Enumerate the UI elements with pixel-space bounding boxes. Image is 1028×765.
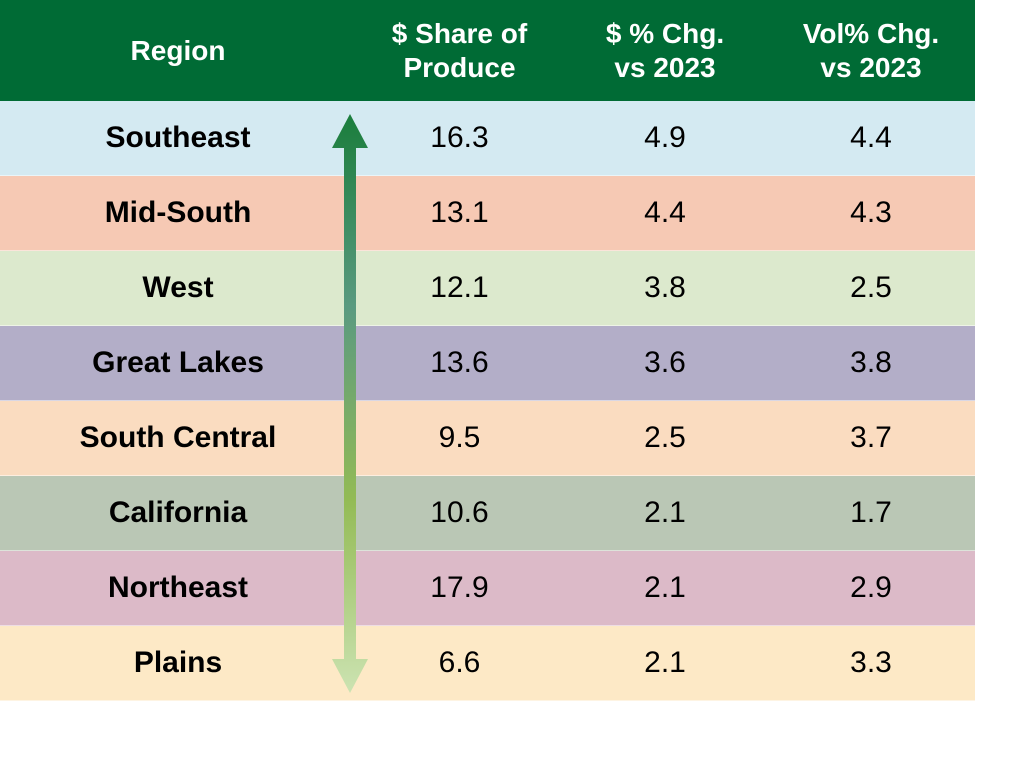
- share-cell: 13.6: [430, 346, 489, 379]
- dollar-chg-cell: 3.6: [644, 346, 686, 379]
- header-text: Region: [130, 34, 226, 66]
- share-cell: 6.6: [438, 646, 481, 679]
- region-table: Region $ Share of Produce $ % Chg. vs 2023…: [0, 0, 975, 701]
- table-row: Northeast 17.9 2.1 2.9: [0, 551, 975, 626]
- region-cell: California: [108, 496, 248, 529]
- header-text: Produce: [403, 51, 516, 83]
- share-cell: 17.9: [430, 571, 489, 604]
- share-cell: 9.5: [438, 421, 481, 454]
- table-row: Plains 6.6 2.1 3.3: [0, 626, 975, 701]
- vol-chg-cell: 4.3: [850, 196, 892, 229]
- vol-chg-cell: 4.4: [850, 121, 892, 154]
- vol-chg-cell: 2.5: [850, 271, 892, 304]
- header-region: Region: [0, 34, 356, 68]
- header-text: $ Share of: [391, 17, 528, 49]
- vol-chg-cell: 2.9: [850, 571, 892, 604]
- table-row: California 10.6 2.1 1.7: [0, 476, 975, 551]
- dollar-chg-cell: 2.1: [644, 496, 686, 529]
- region-cell: West: [142, 271, 214, 304]
- header-text: vs 2023: [820, 51, 922, 83]
- header-text: vs 2023: [614, 51, 716, 83]
- region-cell: Mid-South: [104, 196, 252, 229]
- vol-chg-cell: 3.3: [850, 646, 892, 679]
- region-cell: Great Lakes: [92, 346, 264, 379]
- table-row: Mid-South 13.1 4.4 4.3: [0, 176, 975, 251]
- region-cell: Southeast: [105, 121, 251, 154]
- share-cell: 16.3: [430, 121, 489, 154]
- dollar-chg-cell: 4.9: [644, 121, 686, 154]
- table-row: West 12.1 3.8 2.5: [0, 251, 975, 326]
- share-cell: 12.1: [430, 271, 489, 304]
- header-text: Vol% Chg.: [802, 17, 940, 49]
- share-cell: 10.6: [430, 496, 489, 529]
- dollar-chg-cell: 3.8: [644, 271, 686, 304]
- table-row: Southeast 16.3 4.9 4.4: [0, 101, 975, 176]
- dollar-chg-cell: 4.4: [644, 196, 686, 229]
- vol-chg-cell: 3.7: [850, 421, 892, 454]
- vol-chg-cell: 1.7: [850, 496, 892, 529]
- dollar-chg-cell: 2.1: [644, 571, 686, 604]
- table-body: Southeast 16.3 4.9 4.4 Mid-South 13.1 4.4 4.3 We…: [0, 101, 975, 701]
- header-share: $ Share of Produce: [356, 17, 563, 85]
- arrow-shape: [332, 114, 368, 693]
- dollar-chg-cell: 2.5: [644, 421, 686, 454]
- table-row: Great Lakes 13.6 3.6 3.8: [0, 326, 975, 401]
- share-cell: 13.1: [430, 196, 489, 229]
- table-row: South Central 9.5 2.5 3.7: [0, 401, 975, 476]
- header-text: $ % Chg.: [605, 17, 725, 49]
- table-header: Region $ Share of Produce $ % Chg. vs 2023…: [0, 0, 975, 101]
- dollar-chg-cell: 2.1: [644, 646, 686, 679]
- vol-chg-cell: 3.8: [850, 346, 892, 379]
- region-cell: Plains: [133, 646, 223, 679]
- header-dollar-chg: $ % Chg. vs 2023: [563, 17, 767, 85]
- header-vol-chg: Vol% Chg. vs 2023: [767, 17, 975, 85]
- region-cell: South Central: [79, 421, 277, 454]
- region-cell: Northeast: [107, 571, 249, 604]
